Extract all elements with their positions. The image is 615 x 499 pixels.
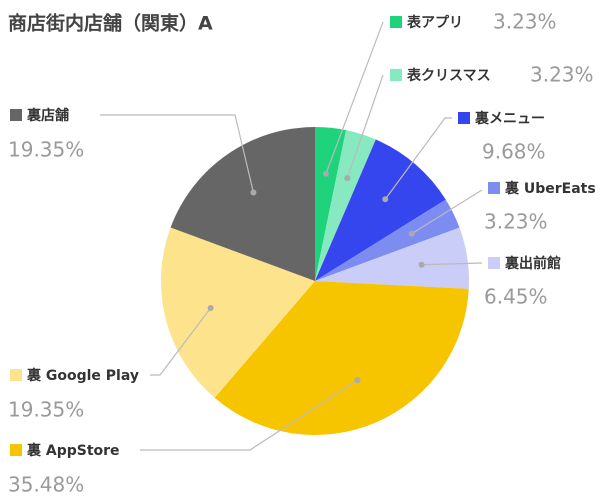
value-label: 3.23%	[493, 10, 557, 34]
leader-line	[100, 114, 255, 193]
pie-slice	[315, 199, 460, 281]
slice-label: 裏 AppStore	[26, 442, 120, 459]
leader-dot	[382, 196, 389, 203]
slice-label: 裏 UberEats	[504, 180, 596, 197]
legend-swatch	[390, 16, 402, 28]
leader-dot	[418, 261, 425, 268]
leader-dot	[250, 189, 257, 196]
value-label: 19.35%	[8, 398, 84, 422]
leader-line	[384, 117, 452, 200]
value-label: 6.45%	[484, 285, 548, 309]
legend-swatch	[488, 182, 500, 194]
leader-dot	[408, 230, 415, 237]
leader-line	[325, 21, 384, 174]
value-label: 3.23%	[530, 63, 594, 87]
pie-slice	[214, 281, 469, 436]
chart-title: 商店街内店舗（関東）A	[8, 12, 213, 35]
legend-swatch	[390, 69, 402, 81]
leader-line	[150, 307, 212, 376]
slice-label: 裏メニュー	[474, 110, 545, 127]
legend-swatch	[458, 112, 470, 124]
leader-dot	[322, 170, 329, 177]
slice-label: 裏出前館	[504, 255, 561, 272]
leader-line	[411, 189, 483, 235]
legend-swatch	[10, 444, 22, 456]
value-label: 9.68%	[482, 140, 546, 164]
slice-label: 表クリスマス	[406, 67, 491, 84]
legend-swatch	[10, 109, 22, 121]
pie-slice	[170, 127, 315, 281]
slice-label: 裏店舗	[26, 107, 69, 124]
legend-swatch	[488, 257, 500, 269]
value-label: 19.35%	[8, 138, 84, 162]
pie-slice	[315, 127, 347, 281]
value-label: 35.48%	[8, 473, 84, 497]
pie-slice	[161, 227, 315, 398]
leader-dot	[344, 175, 351, 182]
pie-slice	[315, 227, 469, 289]
value-label: 3.23%	[484, 210, 548, 234]
leader-line	[421, 262, 483, 266]
pie-slice	[315, 139, 446, 281]
slice-label: 裏 Google Play	[26, 367, 139, 384]
legend-swatch	[10, 369, 22, 381]
leader-line	[346, 74, 384, 179]
leader-dot	[207, 304, 214, 311]
leader-line	[140, 379, 358, 451]
leader-dot	[354, 377, 361, 384]
slice-label: 表アプリ	[406, 14, 463, 31]
pie-slice	[315, 130, 376, 281]
